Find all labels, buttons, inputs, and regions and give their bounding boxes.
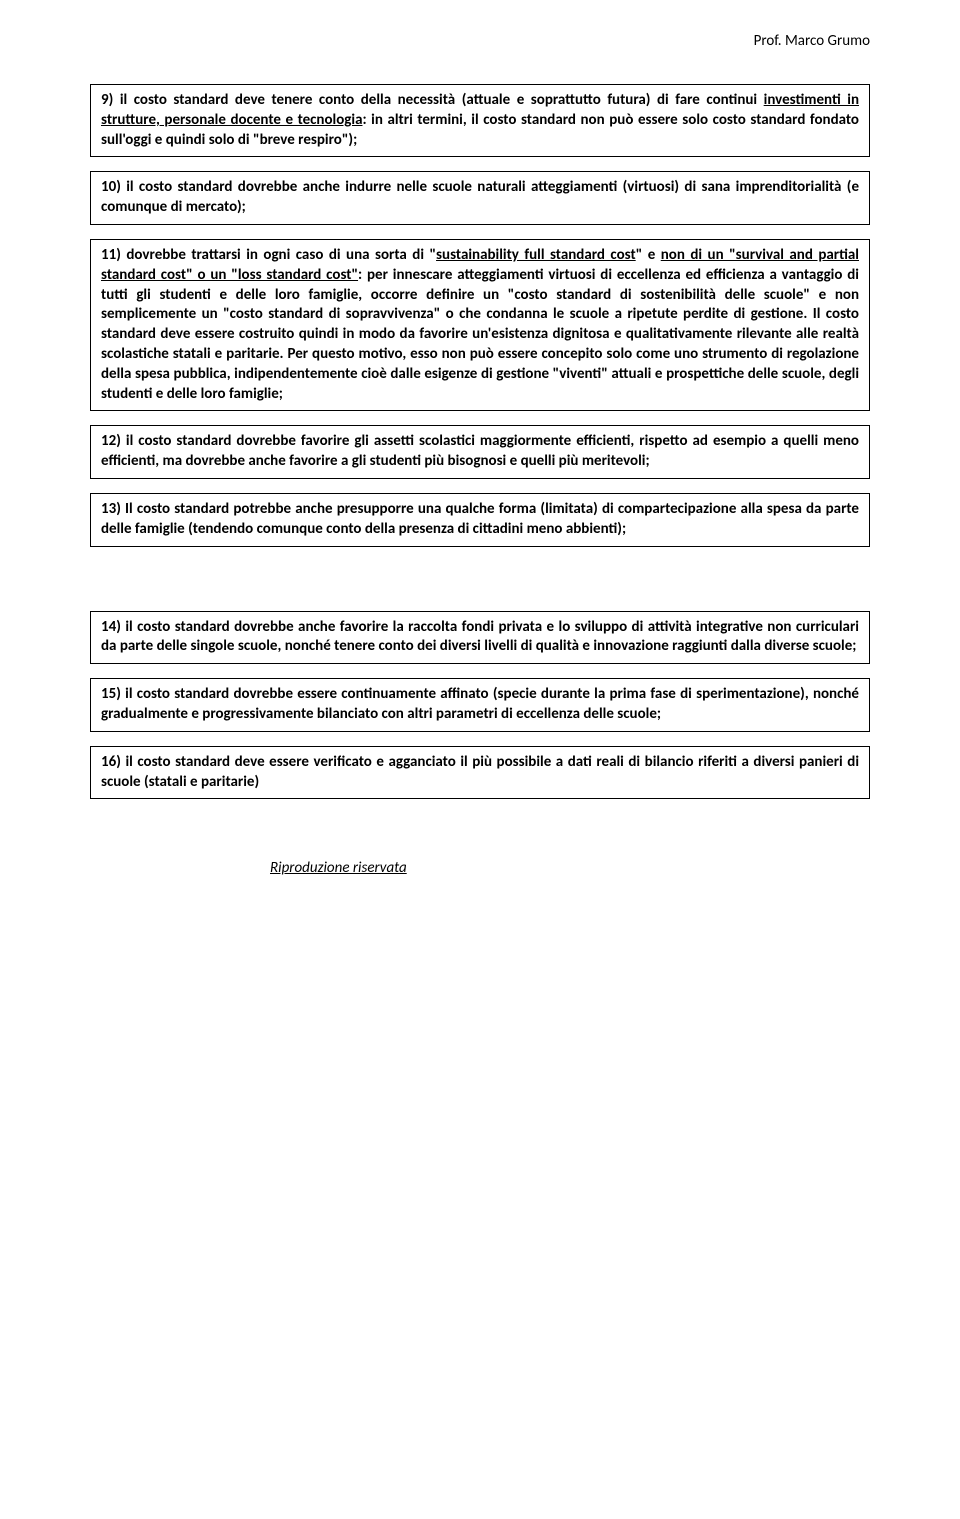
item-11-u1: sustainability full standard cost <box>436 246 636 264</box>
item-15-number: 15) <box>101 685 121 703</box>
item-14-number: 14) <box>101 618 121 636</box>
item-9-text: il costo standard deve tenere conto dell… <box>101 91 859 149</box>
item-11-text: dovrebbe trattarsi in ogni caso di una s… <box>101 246 859 403</box>
item-13-number: 13) <box>101 500 121 518</box>
item-12-text: il costo standard dovrebbe favorire gli … <box>101 432 859 470</box>
item-15: 15) il costo standard dovrebbe essere co… <box>90 678 870 732</box>
footer-text: Riproduzione riservata <box>90 859 870 877</box>
item-11-pre1: dovrebbe trattarsi in ogni caso di una s… <box>126 246 436 264</box>
item-16-number: 16) <box>101 753 121 771</box>
item-11-post1: : per innescare atteggiamenti virtuosi d… <box>101 266 859 403</box>
item-11: 11) dovrebbe trattarsi in ogni caso di u… <box>90 239 870 411</box>
spacer-large <box>90 561 870 611</box>
item-16: 16) il costo standard deve essere verifi… <box>90 746 870 800</box>
item-13: 13) Il costo standard potrebbe anche pre… <box>90 493 870 547</box>
item-10: 10) il costo standard dovrebbe anche ind… <box>90 171 870 225</box>
item-12: 12) il costo standard dovrebbe favorire … <box>90 425 870 479</box>
item-9-pre: il costo standard deve tenere conto dell… <box>120 91 764 109</box>
item-11-number: 11) <box>101 246 121 264</box>
document-body: 9) il costo standard deve tenere conto d… <box>90 84 870 799</box>
item-11-mid1: " e <box>636 246 661 264</box>
item-9: 9) il costo standard deve tenere conto d… <box>90 84 870 157</box>
item-14: 14) il costo standard dovrebbe anche fav… <box>90 611 870 665</box>
page-header-author: Prof. Marco Grumo <box>754 32 870 50</box>
item-9-number: 9) <box>101 91 113 109</box>
item-13-text: Il costo standard potrebbe anche presupp… <box>101 500 859 538</box>
item-16-text: il costo standard deve essere verificato… <box>101 753 859 791</box>
item-10-text: il costo standard dovrebbe anche indurre… <box>101 178 859 216</box>
item-12-number: 12) <box>101 432 121 450</box>
item-15-text: il costo standard dovrebbe essere contin… <box>101 685 859 723</box>
item-10-number: 10) <box>101 178 121 196</box>
item-14-text: il costo standard dovrebbe anche favorir… <box>101 618 859 656</box>
